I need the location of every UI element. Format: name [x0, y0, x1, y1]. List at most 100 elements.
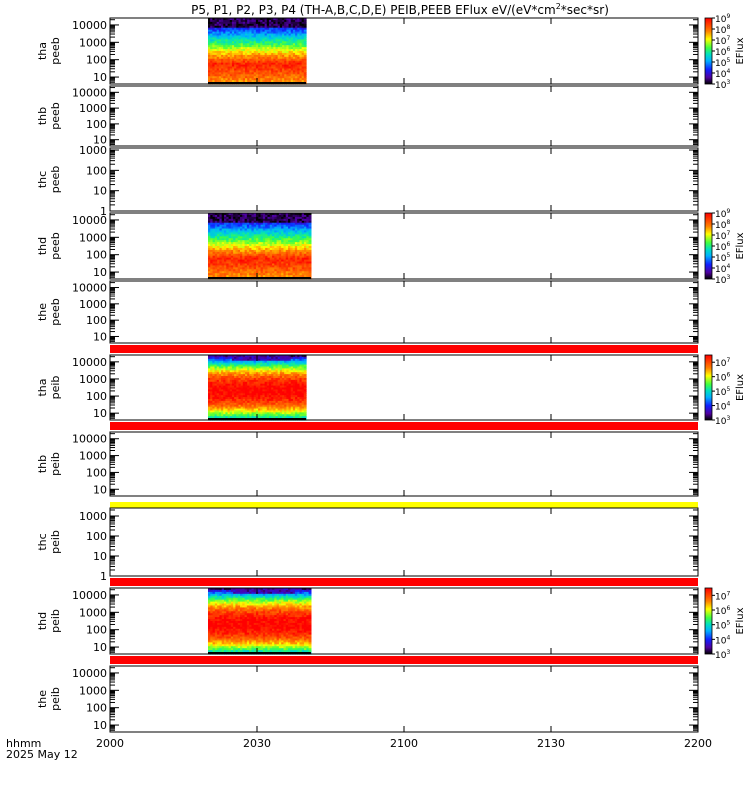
spectrogram-cell [212, 228, 216, 232]
spectrogram-cell [231, 78, 235, 81]
spectrogram-cell [264, 358, 268, 362]
spectrogram-cell [299, 406, 303, 410]
colorbar-scale [704, 212, 713, 280]
spectrogram-cell [267, 220, 271, 224]
spectrogram-cell [244, 236, 248, 239]
spectrogram-cell [268, 402, 272, 406]
spectrogram-cell [290, 370, 294, 373]
spectrogram-cell [214, 269, 218, 272]
spectrogram-cell [225, 27, 229, 31]
spectrogram-cell [297, 74, 301, 77]
spectrogram-cell [245, 56, 248, 60]
spectrogram-cell [301, 249, 305, 253]
spectrogram-cell [258, 265, 262, 268]
spectrogram-cell [264, 372, 268, 375]
spectrogram-cell [240, 383, 244, 387]
spectrogram-cell [218, 387, 222, 391]
spectrogram-cell [271, 374, 274, 377]
spectrogram-cell [264, 364, 268, 368]
spectrogram-cell [265, 275, 269, 278]
spectrogram-cell [301, 68, 305, 72]
spectrogram-cell [275, 51, 279, 54]
spectrogram-cell [212, 27, 216, 31]
spectrogram-cell [240, 21, 244, 25]
spectrogram-cell [286, 416, 290, 419]
spectrogram-cell [292, 395, 296, 398]
spectrogram-cell [295, 27, 298, 31]
spectrogram-cell [212, 74, 216, 77]
spectrogram-cell [301, 35, 305, 39]
spectrogram-cell [238, 398, 242, 402]
spectrogram-cell [271, 62, 274, 66]
spectrogram-cell [221, 213, 225, 216]
spectrogram-cell [269, 263, 273, 267]
spectrogram-cell [223, 370, 227, 373]
spectrogram-cell [212, 80, 216, 83]
spectrogram-cell [288, 64, 292, 68]
spectrogram-cell [277, 43, 281, 46]
spectrogram-cell [249, 56, 253, 60]
spectrogram-cell [276, 261, 280, 265]
spectrogram-cell [234, 400, 237, 404]
spectrogram-cell [240, 47, 244, 50]
spectrogram-cell [255, 408, 259, 412]
spectrogram-cell [234, 356, 237, 360]
spectrogram-cell [216, 76, 220, 79]
spectrogram-cell [253, 247, 257, 251]
spectrogram-cell [221, 271, 225, 274]
spectrogram-cell [247, 366, 250, 369]
spectrogram-cell [299, 43, 303, 46]
spectrogram-cell [229, 27, 233, 31]
spectrogram-cell [273, 387, 277, 391]
spectrogram-cell [260, 70, 264, 73]
spectrogram-cell [278, 220, 282, 224]
spectrogram-cell [265, 230, 269, 234]
spectrogram-cell [221, 395, 224, 398]
spectrogram-cell [247, 391, 250, 394]
spectrogram-cell [214, 35, 218, 39]
spectrogram-cell [304, 253, 307, 257]
spectrogram-cell [268, 70, 272, 73]
spectrogram-cell [303, 54, 307, 58]
spectrogram-tha_peib [208, 355, 307, 421]
spectrogram-cell [230, 255, 234, 259]
spectrogram-cell [238, 393, 242, 396]
spectrogram-cell [271, 66, 274, 70]
spectrogram-cell [290, 372, 294, 375]
spectrogram-cell [256, 240, 259, 243]
spectrogram-cell [247, 21, 250, 25]
spectrogram-cell [284, 372, 287, 375]
spectrogram-cell [266, 25, 270, 29]
spectrogram-cell [246, 242, 250, 245]
spectrogram-cell [249, 414, 253, 417]
spectrogram-cell [246, 226, 250, 230]
spectrogram-cell [294, 255, 298, 259]
spectrogram-cell [231, 43, 235, 46]
spectrogram-cell [214, 49, 218, 52]
spectrogram-cell [272, 271, 275, 274]
spectrogram-cell [286, 76, 290, 79]
spectrogram-cell [223, 29, 227, 33]
spectrogram-cell [253, 358, 257, 362]
spectrogram-cell [264, 54, 268, 58]
spectrogram-cell [226, 269, 230, 272]
spectrogram-cell [217, 224, 221, 228]
spectrogram-cell [253, 224, 257, 228]
spectrogram-cell [233, 224, 237, 228]
spectrogram-cell [229, 64, 233, 68]
spectrogram-cell [228, 213, 232, 216]
spectrogram-cell [308, 257, 312, 261]
spectrogram-cell [240, 37, 244, 40]
spectrogram-cell [258, 234, 262, 237]
spectrogram-cell [273, 368, 277, 371]
spectrogram-cell [228, 261, 232, 265]
spectrogram-cell [242, 368, 246, 371]
spectrogram-cell [262, 230, 266, 234]
spectrogram-cell [238, 68, 242, 72]
spectrogram-cell [279, 366, 283, 369]
spectrogram-cell [210, 60, 213, 64]
spectrogram-cell [286, 72, 290, 75]
spectrogram-cell [288, 54, 292, 58]
spectrogram-cell [294, 224, 298, 228]
spectrogram-cell [297, 68, 301, 72]
